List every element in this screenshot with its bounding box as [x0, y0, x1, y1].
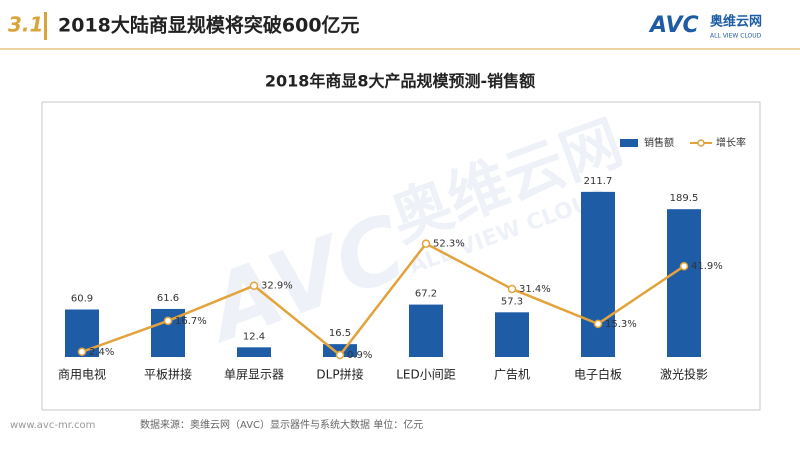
line-value-label: 0.9% — [347, 350, 372, 361]
line-marker — [421, 239, 431, 248]
section-number: 3.1 — [8, 13, 43, 37]
bar-value-label: 211.7 — [584, 176, 613, 187]
logo-brand: 奥维云网 — [710, 14, 762, 30]
logo-brand-en: ALL VIEW CLOUD — [710, 33, 762, 40]
bar — [581, 191, 615, 357]
bar — [237, 347, 271, 357]
line-marker — [163, 316, 173, 326]
x-tick-label: 电子白板 — [574, 367, 622, 382]
line-value-label: 15.3% — [605, 319, 637, 330]
line-marker — [77, 347, 87, 357]
x-tick-label: DLP拼接 — [316, 367, 363, 382]
bar-value-label: 67.2 — [415, 289, 437, 300]
logo: AVC — [648, 13, 699, 38]
line-value-label: 52.3% — [433, 239, 465, 250]
line-marker — [593, 319, 603, 329]
legend-marker — [697, 139, 705, 147]
legend-label: 销售额 — [644, 136, 674, 149]
line-value-label: 31.4% — [519, 284, 551, 295]
x-tick-label: LED小间距 — [396, 368, 456, 382]
line-value-label: 16.7% — [175, 316, 207, 327]
bar-value-label: 61.6 — [157, 293, 179, 304]
line-value-label: 32.9% — [261, 281, 293, 292]
line-marker — [249, 281, 259, 290]
bar-value-label: 16.5 — [329, 328, 351, 339]
chart-frame — [41, 101, 761, 411]
x-tick-label: 激光投影 — [660, 367, 708, 382]
bar-value-label: 57.3 — [501, 296, 523, 307]
bar-value-label: 12.4 — [243, 331, 265, 342]
x-tick-label: 商用电视 — [58, 367, 106, 382]
x-tick-label: 单屏显示器 — [224, 368, 284, 382]
line — [81, 242, 685, 357]
line-marker — [335, 350, 345, 360]
line-value-label: 41.9% — [691, 261, 723, 272]
bar — [667, 209, 701, 357]
slide-title: 2018大陆商显规模将突破600亿元 — [58, 14, 360, 37]
footer-source: 数据来源：奥维云网（AVC）显示器件与系统大数据 单位：亿元 — [140, 418, 423, 431]
bar-value-label: 60.9 — [71, 293, 93, 304]
header-bar — [44, 12, 47, 40]
legend-label: 增长率 — [716, 136, 746, 149]
bar — [409, 304, 443, 357]
footer-url: www.avc-mr.com — [10, 420, 95, 431]
line-marker — [679, 261, 689, 271]
line-value-label: 2.4% — [89, 347, 114, 358]
x-tick-label: 广告机 — [494, 368, 530, 382]
legend-swatch — [620, 139, 638, 147]
chart-title: 2018年商显8大产品规模预测-销售额 — [265, 72, 535, 91]
line-marker — [507, 284, 517, 294]
bar-value-label: 189.5 — [670, 193, 699, 204]
bar — [495, 312, 529, 357]
x-tick-label: 平板拼接 — [144, 367, 192, 382]
